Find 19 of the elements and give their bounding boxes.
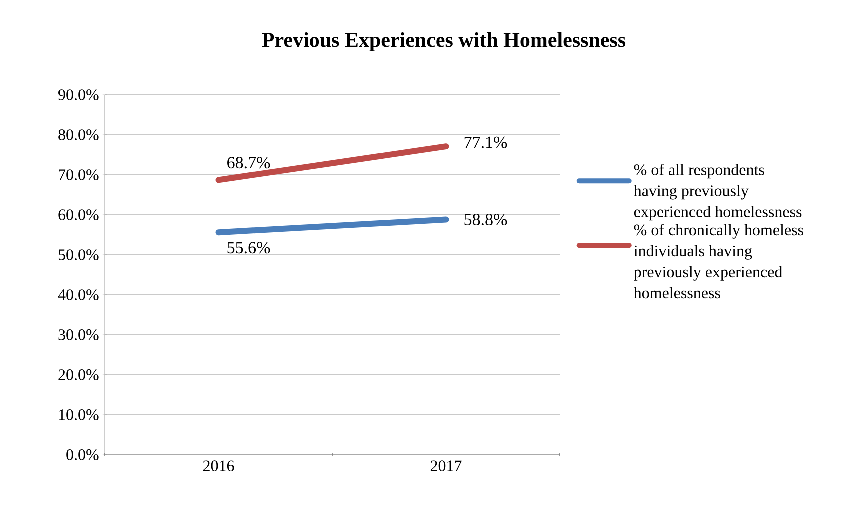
y-tick-label: 30.0% bbox=[58, 330, 99, 340]
legend-label: % of chronically homeless individuals having previously experienced homelessness bbox=[634, 224, 804, 299]
legend-label: % of all respondents having previously experienced homelessness bbox=[634, 164, 802, 221]
y-tick-label: 60.0% bbox=[58, 210, 99, 220]
x-tick-label: 2016 bbox=[203, 460, 234, 472]
y-tick-label: 80.0% bbox=[58, 130, 99, 140]
y-tick-label: 20.0% bbox=[58, 370, 99, 380]
x-tick-label: 2017 bbox=[430, 460, 462, 472]
y-tick-label: 0.0% bbox=[66, 450, 99, 460]
data-label: 77.1% bbox=[464, 136, 508, 148]
y-tick-label: 40.0% bbox=[58, 290, 99, 300]
data-label: 58.8% bbox=[464, 214, 508, 226]
data-label: 68.7% bbox=[228, 157, 270, 169]
y-tick-label: 70.0% bbox=[59, 170, 99, 180]
y-tick-label: 90.0% bbox=[58, 90, 99, 100]
chart-title: Previous Experiences with Homelessness bbox=[262, 32, 626, 52]
data-label: 55.6% bbox=[228, 242, 270, 254]
y-tick-label: 50.0% bbox=[58, 250, 99, 260]
y-tick-label: 10.0% bbox=[59, 410, 99, 420]
